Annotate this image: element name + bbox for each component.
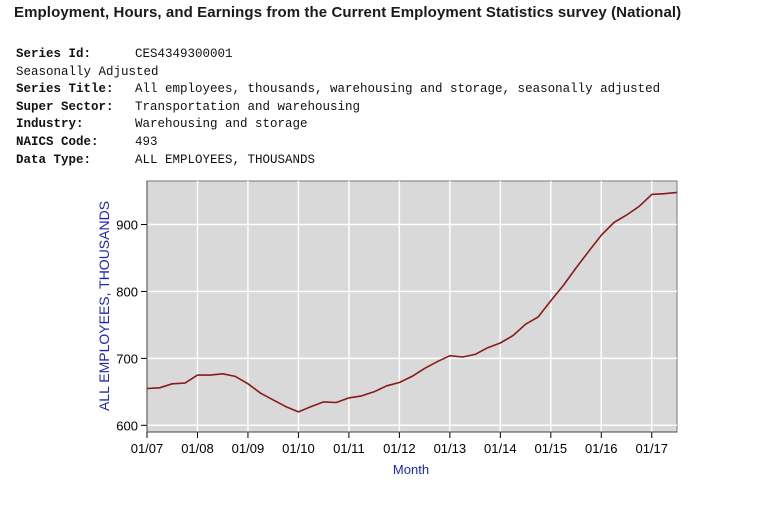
x-tick-label: 01/17: [635, 441, 668, 456]
series-title-value: All employees, thousands, warehousing an…: [135, 82, 661, 97]
axes: [141, 181, 677, 438]
series-metadata: Series Id: CES4349300001 Seasonally Adjus…: [16, 46, 660, 169]
super-sector-row: Super Sector: Transportation and warehous…: [16, 99, 660, 117]
x-tick-label: 01/14: [484, 441, 517, 456]
super-sector-label: Super Sector:: [16, 99, 114, 114]
series-title-row: Series Title: All employees, thousands, w…: [16, 81, 660, 99]
series-line: [146, 191, 678, 413]
naics-row: NAICS Code: 493: [16, 134, 660, 152]
x-tick-label: 01/09: [232, 441, 265, 456]
gridlines: [147, 181, 677, 432]
naics-value: 493: [135, 134, 158, 149]
page-title: Employment, Hours, and Earnings from the…: [14, 4, 682, 21]
x-tick-label: 01/08: [181, 441, 214, 456]
x-tick-label: 01/16: [585, 441, 618, 456]
y-tick-label: 800: [116, 284, 138, 299]
series-title-label: Series Title:: [16, 82, 114, 97]
y-axis-label: ALL EMPLOYEES, THOUSANDS: [96, 201, 112, 411]
plot-area: [146, 180, 678, 433]
x-tick-label: 01/11: [333, 441, 365, 456]
series-layer: [146, 191, 678, 413]
seasonal-adjustment-row: Seasonally Adjusted: [16, 64, 660, 82]
industry-value: Warehousing and storage: [135, 117, 308, 132]
naics-label: NAICS Code:: [16, 134, 99, 149]
series-id-value: CES4349300001: [135, 47, 233, 61]
data-type-value: ALL EMPLOYEES, THOUSANDS: [135, 152, 316, 167]
series-id-label: Series Id:: [16, 47, 92, 61]
data-type-label: Data Type:: [16, 152, 92, 167]
x-tick-label: 01/07: [131, 441, 164, 456]
tick-labels: 01/07 01/08 01/09 01/10 01/11 01/12 01/13 01/14…: [116, 218, 668, 456]
data-type-row: Data Type: ALL EMPLOYEES, THOUSANDS: [16, 152, 660, 170]
series-id-row: Series Id: CES4349300001: [16, 46, 660, 64]
x-tick-label: 01/15: [535, 441, 568, 456]
industry-label: Industry:: [16, 117, 84, 132]
x-tick-label: 01/13: [434, 441, 467, 456]
x-tick-label: 01/10: [282, 441, 315, 456]
industry-row: Industry: Warehousing and storage: [16, 116, 660, 134]
y-tick-label: 600: [116, 418, 138, 433]
super-sector-value: Transportation and warehousing: [135, 99, 361, 114]
x-axis-label: Month: [393, 462, 429, 477]
seasonal-adjustment-value: Seasonally Adjusted: [16, 64, 159, 79]
y-tick-label: 700: [116, 351, 138, 366]
x-tick-label: 01/12: [383, 441, 416, 456]
y-tick-label: 900: [116, 218, 138, 233]
